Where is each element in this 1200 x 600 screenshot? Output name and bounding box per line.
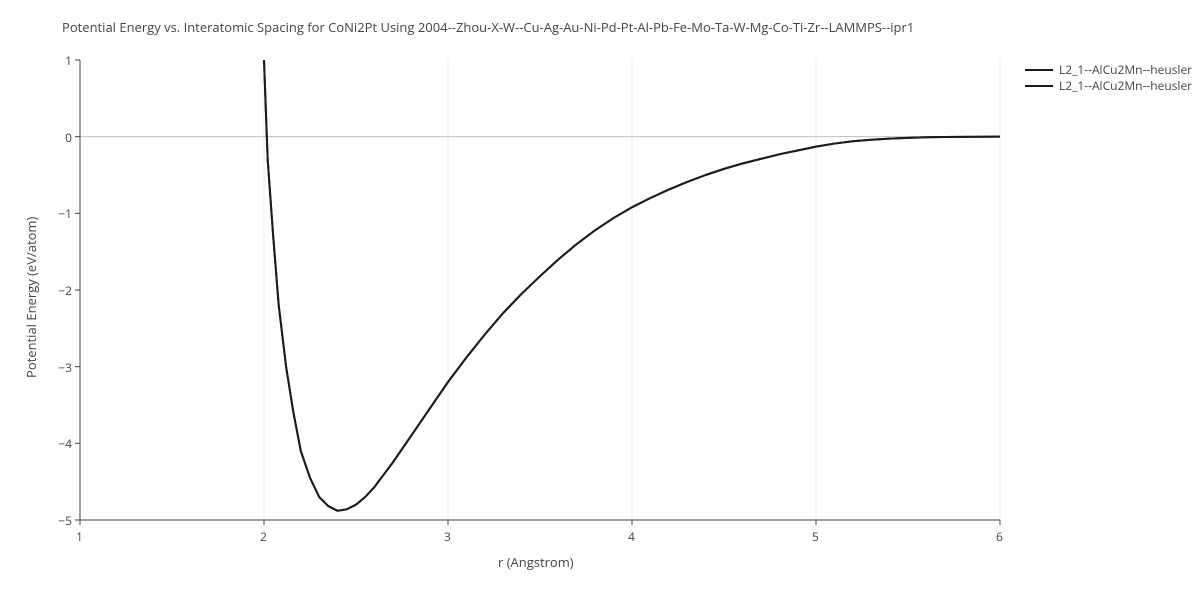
- x-axis-label: r (Angstrom): [498, 553, 574, 571]
- chart-container: Potential Energy vs. Interatomic Spacing…: [0, 0, 1200, 600]
- y-tick-label: −3: [58, 359, 72, 376]
- legend-label: L2_1--AlCu2Mn--heusler: [1059, 78, 1192, 94]
- plot-svg: [0, 0, 1200, 600]
- x-tick-label: 1: [76, 528, 83, 545]
- y-tick-label: 0: [65, 129, 72, 146]
- y-tick-label: −1: [58, 205, 72, 222]
- y-axis-label: Potential Energy (eV/atom): [22, 217, 40, 378]
- y-tick-label: −2: [58, 282, 72, 299]
- legend-swatch: [1025, 85, 1053, 87]
- x-tick-label: 5: [812, 528, 819, 545]
- x-tick-label: 3: [444, 528, 451, 545]
- legend-label: L2_1--AlCu2Mn--heusler: [1059, 62, 1192, 78]
- legend[interactable]: L2_1--AlCu2Mn--heuslerL2_1--AlCu2Mn--heu…: [1025, 62, 1192, 94]
- x-tick-label: 4: [628, 528, 635, 545]
- legend-item[interactable]: L2_1--AlCu2Mn--heusler: [1025, 62, 1192, 78]
- y-tick-label: −5: [58, 512, 72, 529]
- legend-item[interactable]: L2_1--AlCu2Mn--heusler: [1025, 78, 1192, 94]
- x-tick-label: 6: [996, 528, 1003, 545]
- y-tick-label: 1: [65, 52, 72, 69]
- x-tick-label: 2: [260, 528, 267, 545]
- legend-swatch: [1025, 69, 1053, 71]
- y-tick-label: −4: [58, 435, 72, 452]
